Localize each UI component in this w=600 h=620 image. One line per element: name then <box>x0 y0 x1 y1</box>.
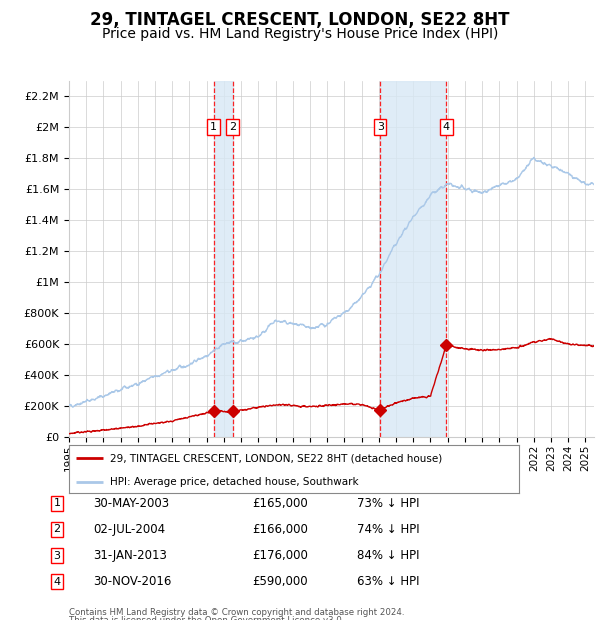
Text: 30-MAY-2003: 30-MAY-2003 <box>93 497 169 510</box>
Text: 02-JUL-2004: 02-JUL-2004 <box>93 523 165 536</box>
Bar <box>214 81 233 437</box>
Text: 2: 2 <box>53 525 61 534</box>
Text: £165,000: £165,000 <box>252 497 308 510</box>
Bar <box>380 81 446 437</box>
Text: 63% ↓ HPI: 63% ↓ HPI <box>357 575 419 588</box>
Text: £166,000: £166,000 <box>252 523 308 536</box>
Text: 3: 3 <box>53 551 61 560</box>
Text: 74% ↓ HPI: 74% ↓ HPI <box>357 523 419 536</box>
Text: Contains HM Land Registry data © Crown copyright and database right 2024.: Contains HM Land Registry data © Crown c… <box>69 608 404 617</box>
Text: 4: 4 <box>53 577 61 587</box>
Text: HPI: Average price, detached house, Southwark: HPI: Average price, detached house, Sout… <box>110 477 358 487</box>
Text: 29, TINTAGEL CRESCENT, LONDON, SE22 8HT (detached house): 29, TINTAGEL CRESCENT, LONDON, SE22 8HT … <box>110 453 442 463</box>
Text: 2: 2 <box>229 122 236 132</box>
Text: 31-JAN-2013: 31-JAN-2013 <box>93 549 167 562</box>
Text: 30-NOV-2016: 30-NOV-2016 <box>93 575 172 588</box>
Text: 1: 1 <box>210 122 217 132</box>
Text: 29, TINTAGEL CRESCENT, LONDON, SE22 8HT: 29, TINTAGEL CRESCENT, LONDON, SE22 8HT <box>90 11 510 29</box>
Text: 3: 3 <box>377 122 384 132</box>
Text: 4: 4 <box>443 122 450 132</box>
Text: This data is licensed under the Open Government Licence v3.0.: This data is licensed under the Open Gov… <box>69 616 344 620</box>
Text: £176,000: £176,000 <box>252 549 308 562</box>
Text: 84% ↓ HPI: 84% ↓ HPI <box>357 549 419 562</box>
Text: £590,000: £590,000 <box>252 575 308 588</box>
Text: Price paid vs. HM Land Registry's House Price Index (HPI): Price paid vs. HM Land Registry's House … <box>102 27 498 41</box>
Text: 1: 1 <box>53 498 61 508</box>
Text: 73% ↓ HPI: 73% ↓ HPI <box>357 497 419 510</box>
